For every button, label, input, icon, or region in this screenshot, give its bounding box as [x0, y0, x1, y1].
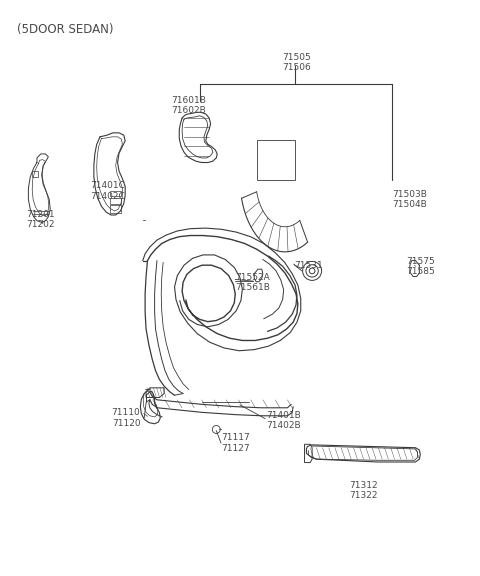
Text: 71503B
71504B: 71503B 71504B — [392, 190, 427, 209]
Text: 71552A
71561B: 71552A 71561B — [235, 272, 270, 292]
Text: 71110
71120: 71110 71120 — [112, 408, 140, 428]
Text: 71601B
71602B: 71601B 71602B — [171, 96, 206, 115]
Text: 71312
71322: 71312 71322 — [349, 481, 378, 500]
Text: 71575
71585: 71575 71585 — [406, 257, 435, 276]
Text: 71117
71127: 71117 71127 — [221, 434, 250, 453]
Text: 71401C
71402C: 71401C 71402C — [91, 181, 125, 200]
Text: 71401B
71402B: 71401B 71402B — [266, 411, 301, 430]
Text: 71505
71506: 71505 71506 — [283, 53, 312, 73]
Text: 71201
71202: 71201 71202 — [26, 210, 55, 229]
Text: 71531: 71531 — [295, 261, 324, 270]
Text: (5DOOR SEDAN): (5DOOR SEDAN) — [17, 22, 113, 36]
